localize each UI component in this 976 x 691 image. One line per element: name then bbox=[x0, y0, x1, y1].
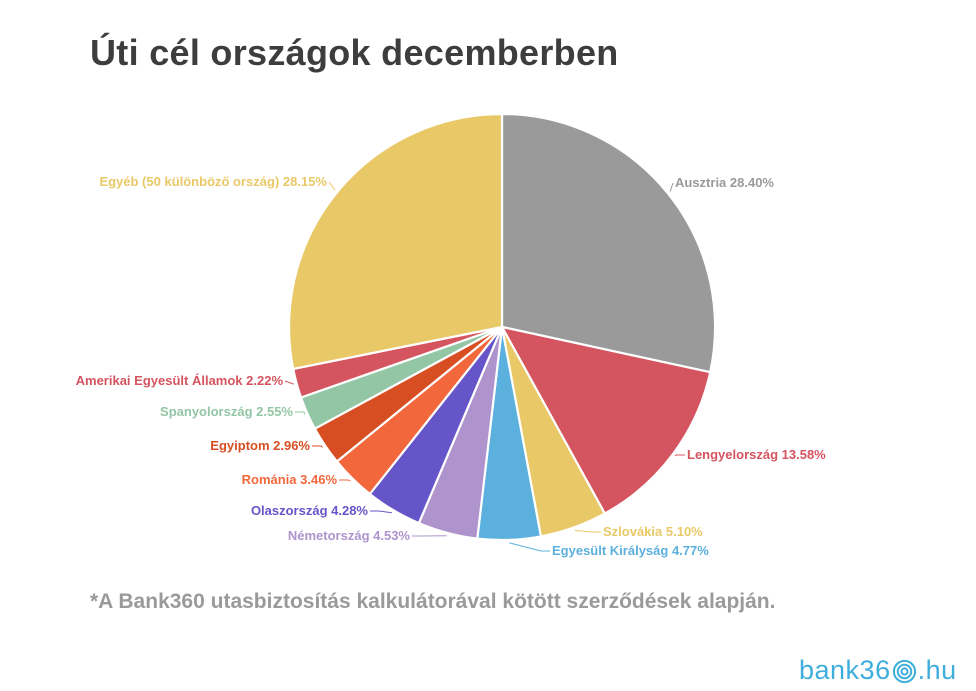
logo-text-prefix: bank36 bbox=[799, 655, 891, 685]
label-connector-lengyelorszag bbox=[674, 454, 685, 457]
slice-label-egyeb-50-kulonbozo-orszag: Egyéb (50 különböző ország) 28.15% bbox=[99, 174, 327, 189]
label-connector-romania bbox=[339, 479, 351, 482]
slice-label-romania: Románia 3.46% bbox=[241, 472, 337, 487]
slice-label-amerikai-egyesult-allamok: Amerikai Egyesült Államok 2.22% bbox=[75, 373, 283, 388]
slice-label-szlovakia: Szlovákia 5.10% bbox=[603, 524, 703, 539]
label-connector-olaszorszag bbox=[370, 510, 392, 514]
label-connector-amerikai-egyesult-allamok bbox=[284, 380, 294, 385]
footnote: *A Bank360 utasbiztosítás kalkulátorával… bbox=[90, 590, 776, 613]
label-connector-ausztria bbox=[669, 182, 674, 192]
label-connector-egyesult-kiralysag bbox=[509, 542, 550, 552]
slice-label-ausztria: Ausztria 28.40% bbox=[675, 175, 774, 190]
slice-label-nemetorszag: Németország 4.53% bbox=[287, 528, 410, 543]
slice-label-lengyelorszag: Lengyelország 13.58% bbox=[687, 447, 826, 462]
slice-label-olaszorszag: Olaszország 4.28% bbox=[250, 503, 368, 518]
chart-title: Úti cél országok decemberben bbox=[90, 32, 619, 74]
slice-label-spanyolorszag: Spanyolország 2.55% bbox=[160, 404, 293, 419]
slice-label-egyesult-kiralysag: Egyesült Királyság 4.77% bbox=[552, 543, 709, 558]
logo-text-suffix: .hu bbox=[917, 655, 957, 685]
label-connector-egyiptom bbox=[312, 445, 323, 448]
pie-slice-lengyelorszag[interactable] bbox=[500, 325, 712, 515]
label-connector-egyeb-50-kulonbozo-orszag bbox=[328, 181, 336, 191]
bank360-logo: bank36 .hu bbox=[799, 655, 957, 686]
pie-slice-egyeb-50-kulonbozo-orszag[interactable] bbox=[288, 112, 504, 370]
logo-concentric-circles-icon bbox=[892, 659, 916, 684]
pie-slice-ausztria[interactable] bbox=[500, 112, 717, 374]
label-connector-spanyolorszag bbox=[295, 411, 306, 415]
slice-label-egyiptom: Egyiptom 2.96% bbox=[210, 438, 310, 453]
label-connector-szlovakia bbox=[574, 529, 601, 533]
